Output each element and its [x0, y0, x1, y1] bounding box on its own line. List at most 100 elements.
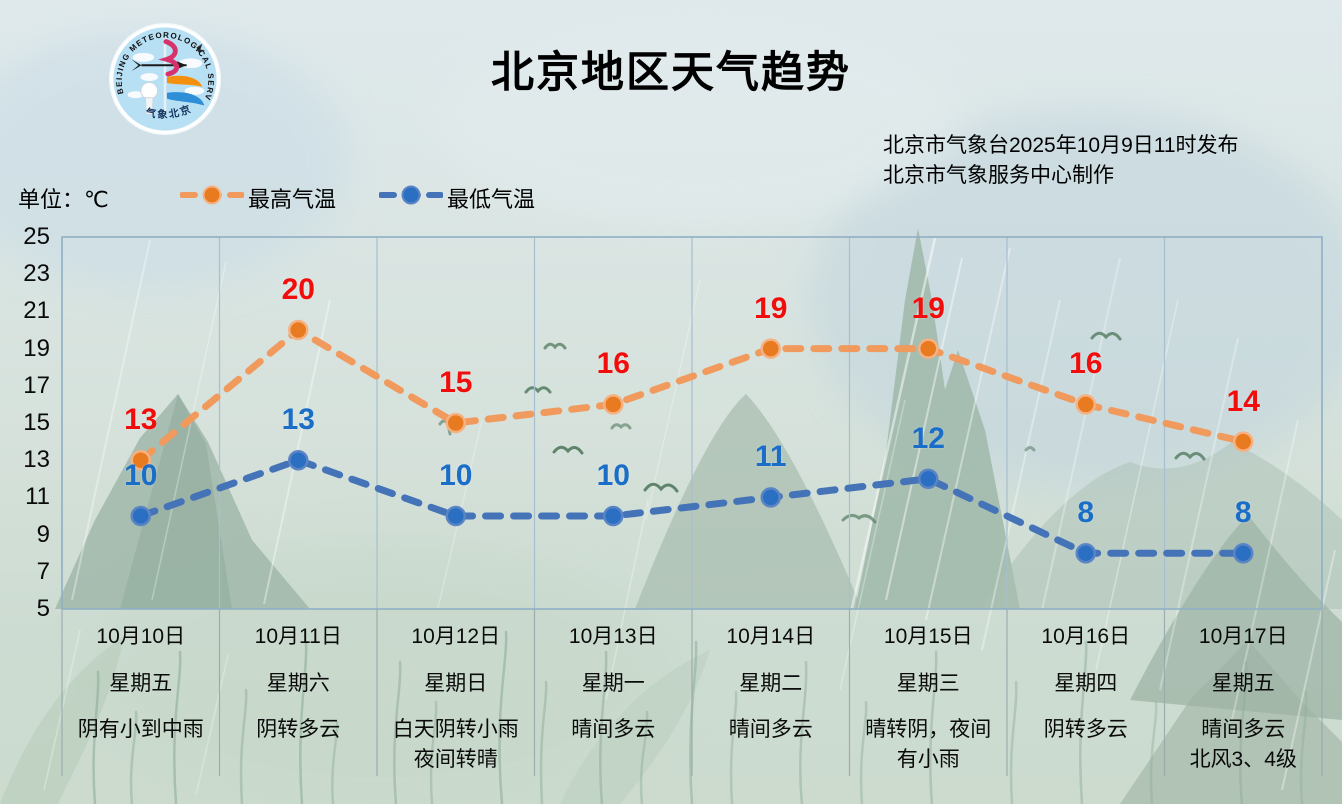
wash-topleft — [0, 30, 350, 290]
low-temp-marker — [1075, 542, 1096, 564]
day-weekday: 星期四 — [1054, 672, 1118, 695]
day-date: 10月14日 — [726, 625, 816, 648]
mountains-decoration — [0, 228, 1342, 804]
day-column-5: 10月14日 星期二晴间多云 — [692, 609, 850, 804]
high-temp-marker — [445, 412, 466, 434]
low-temp-marker — [445, 505, 466, 527]
y-axis-tick-label: 25 — [23, 223, 50, 250]
day-date: 10月16日 — [1041, 625, 1131, 648]
y-axis-tick-label: 21 — [23, 297, 50, 325]
low-temp-marker — [1233, 542, 1254, 564]
day-weather-line: 白天阴转小雨 — [392, 718, 519, 741]
day-column-2: 10月11日 星期六阴转多云 — [220, 609, 378, 804]
low-temp-series — [130, 449, 1254, 564]
day-column-4: 10月13日 星期一晴间多云 — [535, 609, 693, 804]
logo-blue-swoosh — [166, 92, 205, 106]
low-temp-value-label: 8 — [1234, 496, 1252, 530]
day-column-6: 10月15日 星期三晴转阴，夜间 有小雨 — [850, 609, 1008, 804]
high-temp-value-label: 19 — [911, 291, 945, 325]
day-weather-line: 晴间多云 — [728, 718, 813, 741]
low-temp-marker — [130, 505, 151, 527]
birds-decoration — [438, 331, 1206, 524]
y-axis-tick-label: 5 — [36, 595, 50, 622]
y-axis-tick-label: 9 — [36, 520, 50, 548]
day-date: 10月17日 — [1198, 625, 1288, 648]
high-temp-value-label: 13 — [124, 403, 158, 437]
day-weekday: 星期日 — [424, 672, 488, 695]
low-temp-value-label: 13 — [281, 403, 315, 437]
low-temp-marker — [603, 505, 624, 527]
y-axis-tick-label: 19 — [23, 334, 50, 362]
day-date: 10月12日 — [411, 625, 501, 648]
day-weather-line: 晴转阴，夜间 — [865, 718, 992, 741]
logo-rocket — [196, 43, 206, 53]
legend-label-low: 最低气温 — [447, 187, 536, 212]
day-weather: 晴间多云 — [692, 715, 850, 745]
logo-radar-dome — [140, 81, 159, 115]
logo-icon: BEIJING METEOROLOGICAL SERVICE 气象北京 — [103, 13, 222, 136]
day-weather-line: 夜间转晴 — [413, 748, 498, 771]
beijing-meteorological-service-logo: BEIJING METEOROLOGICAL SERVICE 气象北京 — [103, 13, 226, 140]
low-temp-marker — [760, 487, 781, 508]
high-temp-value-label: 19 — [754, 291, 788, 325]
unit-label: 单位：℃ — [18, 187, 109, 212]
low-temp-value-label: 10 — [124, 459, 158, 492]
day-weather: 晴间多云 北风3、4级 — [1165, 715, 1323, 775]
y-axis-tick-label: 23 — [23, 260, 50, 288]
page-title: 北京地区天气趋势 — [491, 49, 851, 97]
day-column-8: 10月17日 星期五晴间多云 北风3、4级 — [1165, 609, 1323, 804]
day-weather-line: 晴间多云 — [1201, 718, 1286, 741]
day-weather: 阴转多云 — [220, 715, 378, 745]
day-date: 10月10日 — [96, 625, 186, 648]
day-date: 10月13日 — [568, 625, 658, 648]
high-temp-value-label: 15 — [439, 366, 473, 399]
day-weather: 阴有小到中雨 — [62, 715, 220, 745]
logo-orange-swoosh — [166, 75, 203, 87]
high-temp-marker — [760, 338, 781, 359]
gridlines — [61, 237, 1323, 776]
low-temp-marker — [918, 468, 939, 490]
rain-streaks-decoration — [43, 237, 1336, 796]
day-column-3: 10月12日 星期日白天阴转小雨 夜间转晴 — [377, 609, 535, 804]
day-column-1: 10月10日 星期五阴有小到中雨 — [62, 609, 220, 804]
low-temp-value-label: 12 — [911, 421, 945, 455]
high-temp-value-label: 14 — [1226, 384, 1260, 418]
plot-border — [61, 236, 1323, 610]
day-date: 10月15日 — [883, 625, 973, 648]
day-weekday: 星期二 — [739, 672, 803, 695]
high-temp-marker — [918, 338, 939, 359]
wash-top — [440, 20, 960, 220]
high-temp-marker — [603, 394, 624, 415]
day-weekday: 星期三 — [896, 672, 960, 695]
day-weekday: 星期六 — [266, 672, 330, 695]
issued-line: 北京市气象台2025年10月9日11时发布 — [883, 134, 1239, 157]
low-temp-value-label: 11 — [754, 440, 787, 474]
high-temp-legend-line-icon — [180, 185, 244, 205]
high-temp-value-label: 20 — [281, 273, 315, 306]
day-weather: 晴转阴，夜间 有小雨 — [850, 715, 1008, 775]
y-axis-tick-label: 11 — [25, 483, 50, 511]
y-axis-tick-label: 15 — [23, 409, 50, 436]
high-temp-value-label: 16 — [596, 347, 630, 381]
day-weekday: 星期五 — [109, 672, 173, 695]
high-temp-series — [130, 319, 1254, 471]
day-weather-line: 阴有小到中雨 — [77, 718, 204, 741]
day-weather: 阴转多云 — [1007, 715, 1165, 745]
high-temp-marker — [130, 449, 151, 471]
day-weather: 白天阴转小雨 夜间转晴 — [377, 715, 535, 775]
day-date: 10月11日 — [254, 625, 342, 648]
day-weekday: 星期一 — [581, 672, 645, 695]
day-weekday: 星期五 — [1211, 672, 1275, 695]
grass-decoration — [92, 630, 1308, 804]
high-temp-marker — [1075, 394, 1096, 415]
day-weather-line: 晴间多云 — [571, 718, 656, 741]
y-axis-tick-label: 17 — [23, 371, 50, 399]
y-axis-tick-label: 13 — [23, 446, 50, 474]
low-temp-value-label: 8 — [1077, 496, 1095, 530]
day-weather-line: 阴转多云 — [1043, 718, 1128, 741]
low-temp-value-label: 10 — [596, 459, 630, 492]
low-temp-legend-line-icon — [379, 185, 443, 205]
